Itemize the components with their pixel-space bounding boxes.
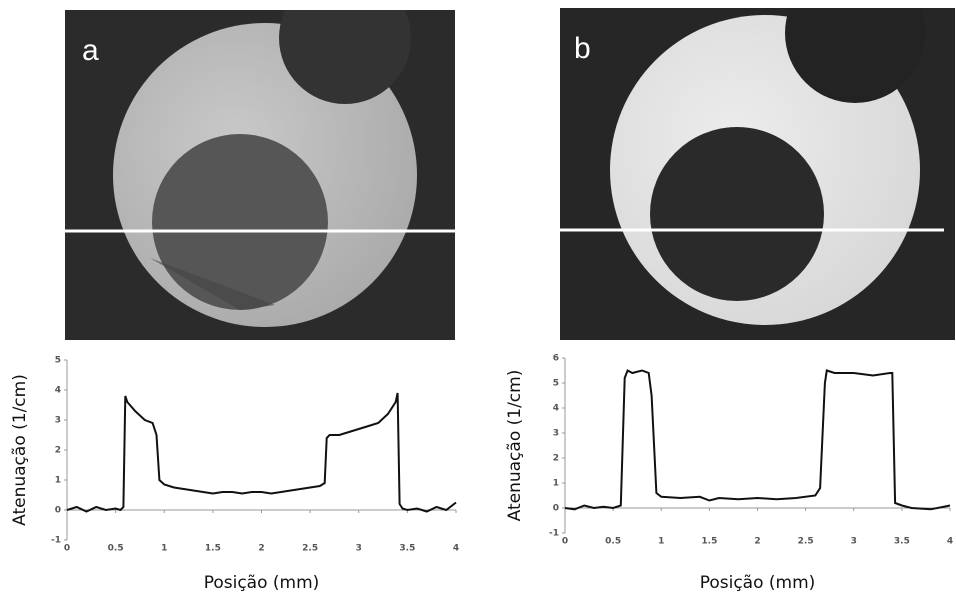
x-tick-label: 3 bbox=[851, 537, 857, 547]
x-axis-label: Posição (mm) bbox=[204, 573, 320, 593]
x-tick-label: 3.5 bbox=[894, 537, 910, 547]
y-tick-label: 3 bbox=[55, 416, 61, 426]
profile-line bbox=[66, 392, 457, 513]
panel-label: b bbox=[574, 32, 591, 65]
x-tick-label: 2.5 bbox=[798, 537, 814, 547]
panel-label: a bbox=[82, 34, 99, 67]
y-tick-label: 5 bbox=[55, 356, 61, 366]
y-tick-label: 0 bbox=[553, 504, 559, 514]
y-tick-label: 4 bbox=[553, 404, 559, 414]
profile-line bbox=[564, 369, 951, 511]
y-tick-label: -1 bbox=[51, 536, 61, 546]
x-tick-label: 3 bbox=[356, 544, 362, 554]
y-tick-label: 0 bbox=[55, 506, 61, 516]
x-tick-label: 1.5 bbox=[701, 537, 717, 547]
x-tick-label: 4 bbox=[453, 544, 459, 554]
x-tick-label: 2.5 bbox=[302, 544, 318, 554]
y-tick-label: 2 bbox=[553, 454, 559, 464]
x-tick-label: 4 bbox=[947, 537, 953, 547]
y-tick-label: 5 bbox=[553, 379, 559, 389]
x-tick-label: 2 bbox=[754, 537, 760, 547]
x-tick-label: 3.5 bbox=[399, 544, 415, 554]
x-tick-label: 0 bbox=[64, 544, 70, 554]
x-tick-label: 0.5 bbox=[605, 537, 621, 547]
x-tick-label: 1 bbox=[161, 544, 167, 554]
x-axis-label: Posição (mm) bbox=[700, 573, 816, 593]
x-tick-label: 1.5 bbox=[205, 544, 221, 554]
x-tick-label: 2 bbox=[258, 544, 264, 554]
y-tick-label: 4 bbox=[55, 386, 61, 396]
x-tick-label: 1 bbox=[658, 537, 664, 547]
ct-image-a bbox=[65, 10, 455, 340]
y-axis-label: Atenuação (1/cm) bbox=[505, 370, 525, 522]
y-tick-label: 1 bbox=[55, 476, 61, 486]
y-tick-label: 3 bbox=[553, 429, 559, 439]
y-tick-label: -1 bbox=[549, 529, 559, 539]
x-tick-label: 0.5 bbox=[108, 544, 124, 554]
y-axis-label: Atenuação (1/cm) bbox=[10, 374, 30, 526]
ct-image-b bbox=[560, 8, 955, 340]
y-tick-label: 6 bbox=[553, 354, 559, 364]
x-tick-label: 0 bbox=[562, 537, 568, 547]
y-tick-label: 2 bbox=[55, 446, 61, 456]
y-tick-label: 1 bbox=[553, 479, 559, 489]
